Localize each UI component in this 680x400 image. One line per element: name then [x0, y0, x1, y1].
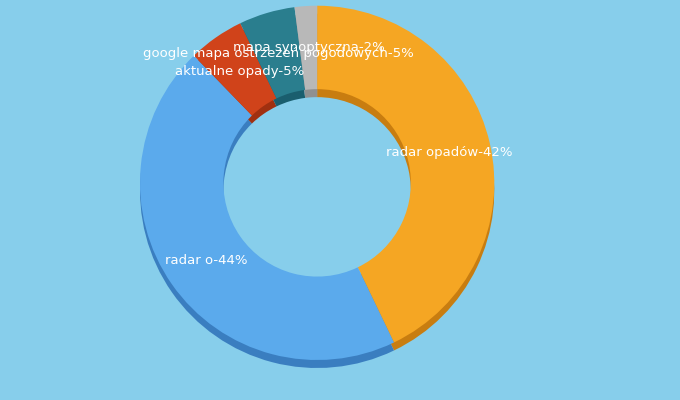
Text: radar o-44%: radar o-44%	[165, 254, 248, 267]
Wedge shape	[317, 6, 494, 342]
Wedge shape	[294, 14, 317, 98]
Text: radar opadów-42%: radar opadów-42%	[386, 146, 513, 159]
Text: google mapa ostrzeżeń pogodowych-5%: google mapa ostrzeżeń pogodowych-5%	[143, 46, 414, 60]
Text: mapa synoptyczna-2%: mapa synoptyczna-2%	[233, 41, 384, 54]
Wedge shape	[240, 7, 305, 98]
Wedge shape	[317, 14, 494, 350]
Wedge shape	[140, 64, 394, 368]
Wedge shape	[194, 31, 277, 124]
Wedge shape	[240, 15, 305, 106]
Wedge shape	[140, 56, 394, 360]
Wedge shape	[294, 6, 317, 90]
Wedge shape	[194, 23, 277, 116]
Text: aktualne opady-5%: aktualne opady-5%	[175, 65, 304, 78]
